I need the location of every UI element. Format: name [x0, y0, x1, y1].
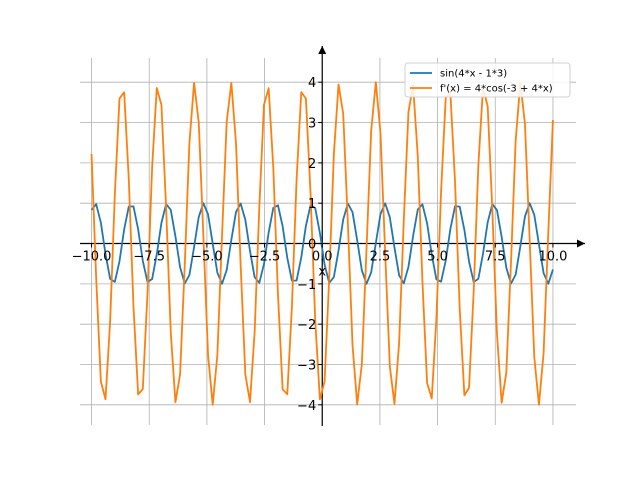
- y-tick-label-5: 1: [308, 197, 316, 212]
- y-tick-label-4: 0: [308, 238, 316, 253]
- x-axis-label: x: [318, 265, 326, 280]
- x-tick-label-2: −5.0: [191, 250, 223, 265]
- y-tick-label-2: −2: [297, 318, 316, 333]
- legend: sin(4*x - 1*3) f'(x) = 4*cos(-3 + 4*x): [404, 62, 571, 98]
- x-axis-arrow: [577, 239, 585, 248]
- x-tick-label-8: 10.0: [538, 250, 567, 265]
- y-tick-label-8: 4: [308, 76, 316, 91]
- series-layer: [90, 81, 554, 406]
- x-tick-label-3: −2.5: [249, 250, 281, 265]
- x-tick-label-0: −10.0: [72, 250, 112, 265]
- series-line-0: [90, 202, 554, 285]
- series-line-1: [90, 81, 554, 406]
- x-tick-label-7: 7.5: [485, 250, 506, 265]
- y-tick-label-3: −1: [297, 278, 316, 293]
- y-axis-arrow: [318, 46, 327, 54]
- x-tick-label-1: −7.5: [133, 250, 165, 265]
- y-tick-label-1: −3: [297, 359, 316, 374]
- legend-box: [404, 62, 571, 98]
- y-tick-label-7: 3: [308, 117, 316, 132]
- x-tick-label-4: 0.0: [312, 250, 333, 265]
- axes-layer: [80, 46, 585, 426]
- ticks-layer: −10.0 −7.5 −5.0 −2.5 0.0 2.5 5.0 7.5 10.0 −4 −3 −2 −…: [72, 76, 568, 414]
- legend-label-0: sin(4*x - 1*3): [440, 69, 507, 80]
- x-tick-label-6: 5.0: [427, 250, 448, 265]
- y-tick-label-6: 2: [308, 157, 316, 172]
- legend-label-1: f'(x) = 4*cos(-3 + 4*x): [440, 84, 553, 95]
- y-tick-label-0: −4: [297, 399, 316, 414]
- x-tick-label-5: 2.5: [370, 250, 391, 265]
